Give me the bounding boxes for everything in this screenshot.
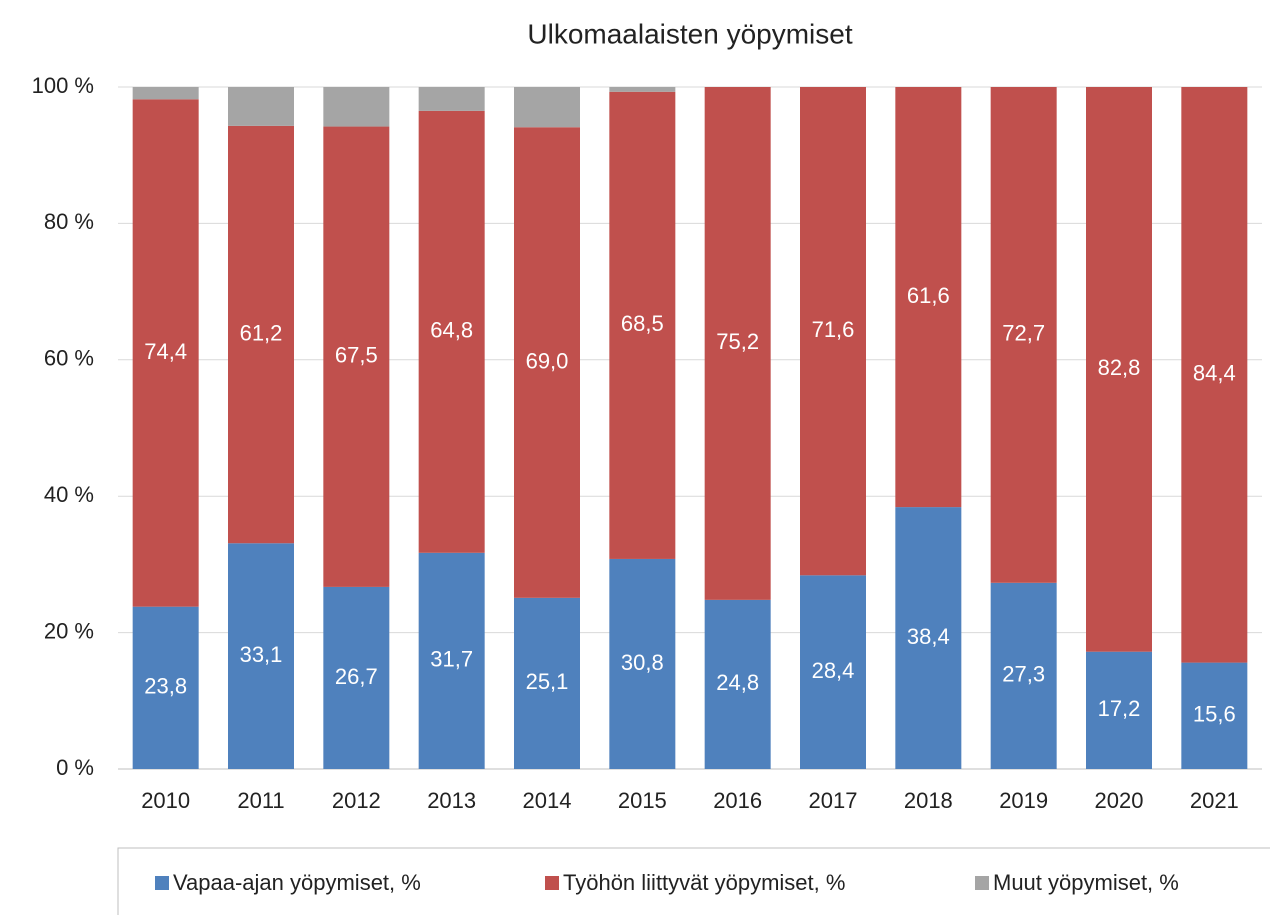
bar-segment — [895, 87, 962, 508]
legend-label: Vapaa-ajan yöpymiset, % — [173, 870, 421, 895]
x-tick-label: 2020 — [1095, 788, 1144, 813]
data-label: 15,6 — [1193, 702, 1236, 727]
data-label: 24,8 — [716, 670, 759, 695]
data-label: 74,4 — [144, 339, 187, 364]
legend-box — [117, 847, 1270, 915]
data-label: 72,7 — [1002, 321, 1045, 346]
bar-segment — [323, 87, 390, 127]
bar-segment — [228, 87, 294, 126]
data-label: 27,3 — [1002, 662, 1045, 687]
bar-segment — [418, 110, 485, 553]
bar-segment — [514, 597, 580, 769]
y-tick-label: 80 % — [44, 209, 94, 234]
data-label: 67,5 — [335, 343, 378, 368]
legend-label: Työhön liittyvät yöpymiset, % — [563, 870, 845, 895]
bar-segment — [800, 575, 866, 769]
bar-segment — [132, 87, 199, 100]
bar-segment — [228, 125, 294, 544]
y-tick-label: 60 % — [44, 346, 94, 371]
x-tick-label: 2018 — [904, 788, 953, 813]
bar-segment — [990, 87, 1057, 583]
data-label: 75,2 — [716, 329, 759, 354]
data-label: 30,8 — [621, 650, 664, 675]
data-label: 38,4 — [907, 624, 950, 649]
data-label: 69,0 — [526, 348, 569, 373]
data-label: 28,4 — [812, 658, 855, 683]
bar-segment — [418, 552, 485, 769]
bar-segment — [132, 606, 199, 769]
x-tick-label: 2014 — [523, 788, 572, 813]
x-tick-label: 2019 — [999, 788, 1048, 813]
y-tick-label: 100 % — [32, 73, 94, 98]
legend-swatch — [975, 876, 989, 890]
bar-segment — [704, 599, 771, 769]
x-tick-label: 2011 — [237, 788, 284, 813]
data-label: 25,1 — [526, 669, 569, 694]
bar-segment — [323, 586, 390, 769]
bar-segment — [1181, 87, 1248, 663]
x-tick-label: 2013 — [427, 788, 476, 813]
bar-segment — [609, 91, 676, 559]
bar-segment — [514, 87, 580, 128]
legend-swatch — [545, 876, 559, 890]
data-label: 61,6 — [907, 283, 950, 308]
data-label: 71,6 — [812, 317, 855, 342]
data-label: 82,8 — [1098, 355, 1141, 380]
data-label: 23,8 — [144, 674, 187, 699]
bar-segment — [514, 127, 580, 598]
bar-segment — [704, 87, 771, 600]
bar-segment — [228, 543, 294, 769]
x-tick-label: 2017 — [809, 788, 858, 813]
bar-segment — [895, 507, 962, 769]
y-tick-label: 0 % — [56, 755, 94, 780]
x-tick-label: 2012 — [332, 788, 381, 813]
bar-segment — [1086, 651, 1152, 769]
bar-segment — [1181, 662, 1248, 769]
data-label: 26,7 — [335, 664, 378, 689]
y-tick-label: 20 % — [44, 618, 94, 643]
data-label: 31,7 — [430, 647, 473, 672]
legend-label: Muut yöpymiset, % — [993, 870, 1179, 895]
x-tick-label: 2010 — [141, 788, 190, 813]
bar-segment — [609, 558, 676, 769]
x-tick-label: 2015 — [618, 788, 667, 813]
data-label: 17,2 — [1098, 696, 1141, 721]
bar-segment — [990, 582, 1057, 769]
chart-title: Ulkomaalaisten yöpymiset — [527, 18, 852, 49]
data-label: 68,5 — [621, 311, 664, 336]
data-label: 64,8 — [430, 318, 473, 343]
data-label: 33,1 — [240, 642, 283, 667]
data-label: 84,4 — [1193, 361, 1236, 386]
bar-segment — [323, 126, 390, 587]
data-label: 61,2 — [240, 320, 283, 345]
x-tick-label: 2021 — [1190, 788, 1239, 813]
x-tick-label: 2016 — [713, 788, 762, 813]
bar-segment — [609, 87, 676, 92]
legend-swatch — [155, 876, 169, 890]
bar-segment — [418, 87, 485, 111]
y-tick-label: 40 % — [44, 482, 94, 507]
bar-segment — [1086, 87, 1152, 652]
bar-segment — [132, 99, 199, 607]
bar-segment — [800, 87, 866, 576]
